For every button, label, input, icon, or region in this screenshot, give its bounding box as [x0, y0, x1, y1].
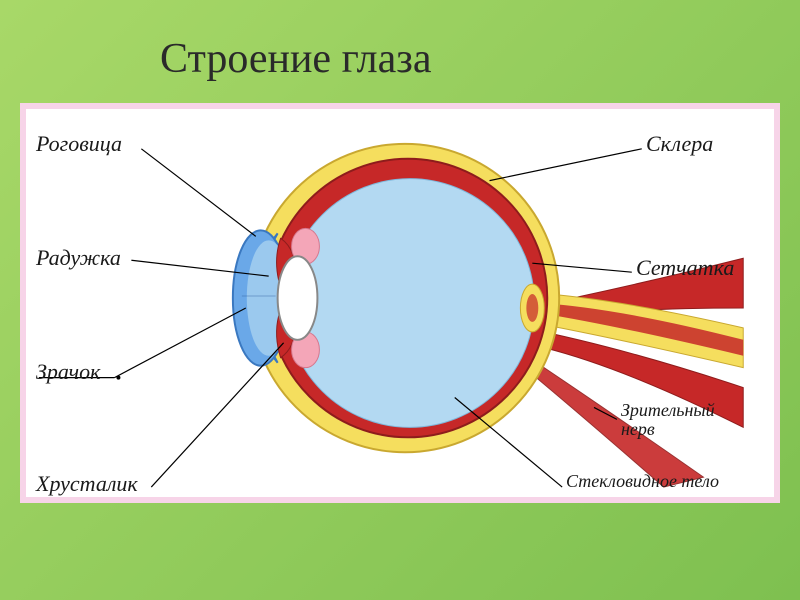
page-title: Строение глаза — [0, 0, 800, 103]
label-sclera: Склера — [646, 131, 713, 157]
eye-diagram-svg — [26, 109, 774, 497]
label-optic-nerve-text: Зрительныйнерв — [621, 400, 715, 439]
label-lens: Хрусталик — [36, 471, 138, 497]
label-optic-nerve: Зрительныйнерв — [621, 401, 715, 439]
eye-diagram-container: Роговица Радужка Зрачок Хрусталик Склера… — [20, 103, 780, 503]
label-vitreous: Стекловидное тело — [566, 471, 719, 492]
label-pupil: Зрачок — [36, 359, 100, 385]
label-cornea: Роговица — [36, 131, 122, 157]
label-iris: Радужка — [36, 245, 121, 271]
label-retina: Сетчатка — [636, 255, 734, 281]
